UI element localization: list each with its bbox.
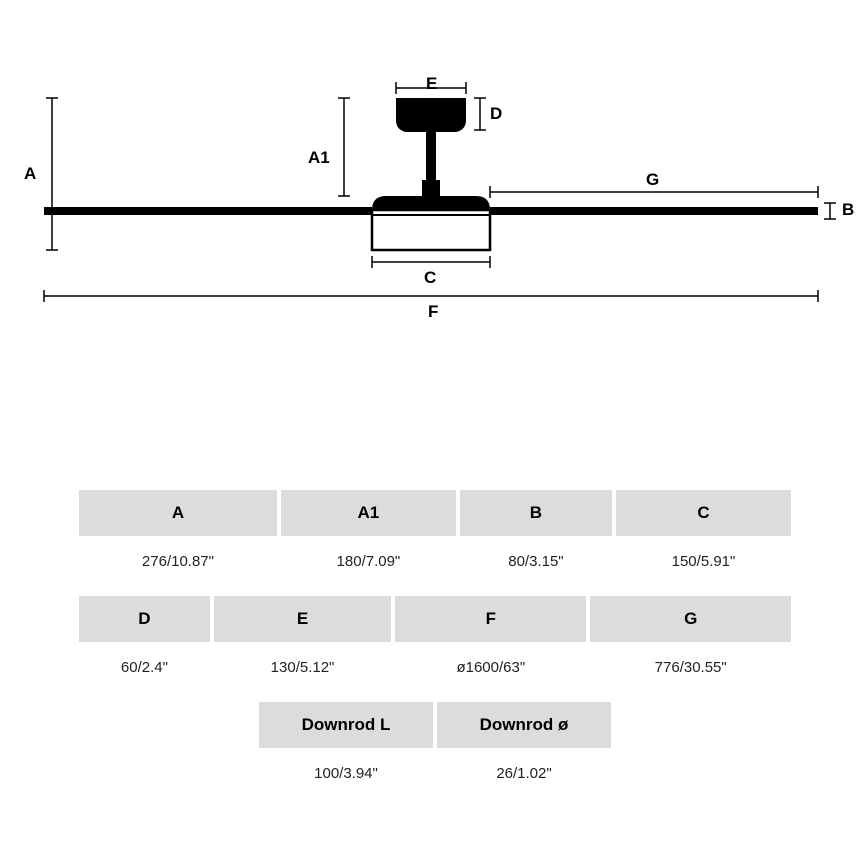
fan-diagram: A A1 E D G B C F <box>30 70 840 330</box>
dimensions-table: A A1 B C 276/10.87" 180/7.09" 80/3.15" 1… <box>75 490 795 800</box>
label-F: F <box>428 302 438 322</box>
label-B: B <box>842 200 854 220</box>
val-downrod-d: 26/1.02" <box>437 748 611 800</box>
table-row2: D E F G 60/2.4" 130/5.12" ø1600/63" 776/… <box>75 596 795 694</box>
val-B: 80/3.15" <box>460 536 612 588</box>
val-E: 130/5.12" <box>214 642 391 694</box>
hdr-downrod-l: Downrod L <box>259 702 433 748</box>
label-E: E <box>426 74 437 94</box>
table-row1: A A1 B C 276/10.87" 180/7.09" 80/3.15" 1… <box>75 490 795 588</box>
val-F: ø1600/63" <box>395 642 586 694</box>
hdr-F: F <box>395 596 586 642</box>
table-row3: Downrod L Downrod ø 100/3.94" 26/1.02" <box>255 702 615 800</box>
hdr-B: B <box>460 490 612 536</box>
val-A: 276/10.87" <box>79 536 277 588</box>
hdr-A1: A1 <box>281 490 456 536</box>
label-D: D <box>490 104 502 124</box>
val-downrod-l: 100/3.94" <box>259 748 433 800</box>
val-A1: 180/7.09" <box>281 536 456 588</box>
label-A1: A1 <box>308 148 330 168</box>
hdr-E: E <box>214 596 391 642</box>
label-G: G <box>646 170 659 190</box>
label-C: C <box>424 268 436 288</box>
label-A: A <box>24 164 36 184</box>
val-D: 60/2.4" <box>79 642 210 694</box>
val-G: 776/30.55" <box>590 642 791 694</box>
hdr-downrod-d: Downrod ø <box>437 702 611 748</box>
val-C: 150/5.91" <box>616 536 791 588</box>
hdr-D: D <box>79 596 210 642</box>
hdr-G: G <box>590 596 791 642</box>
hdr-A: A <box>79 490 277 536</box>
hdr-C: C <box>616 490 791 536</box>
